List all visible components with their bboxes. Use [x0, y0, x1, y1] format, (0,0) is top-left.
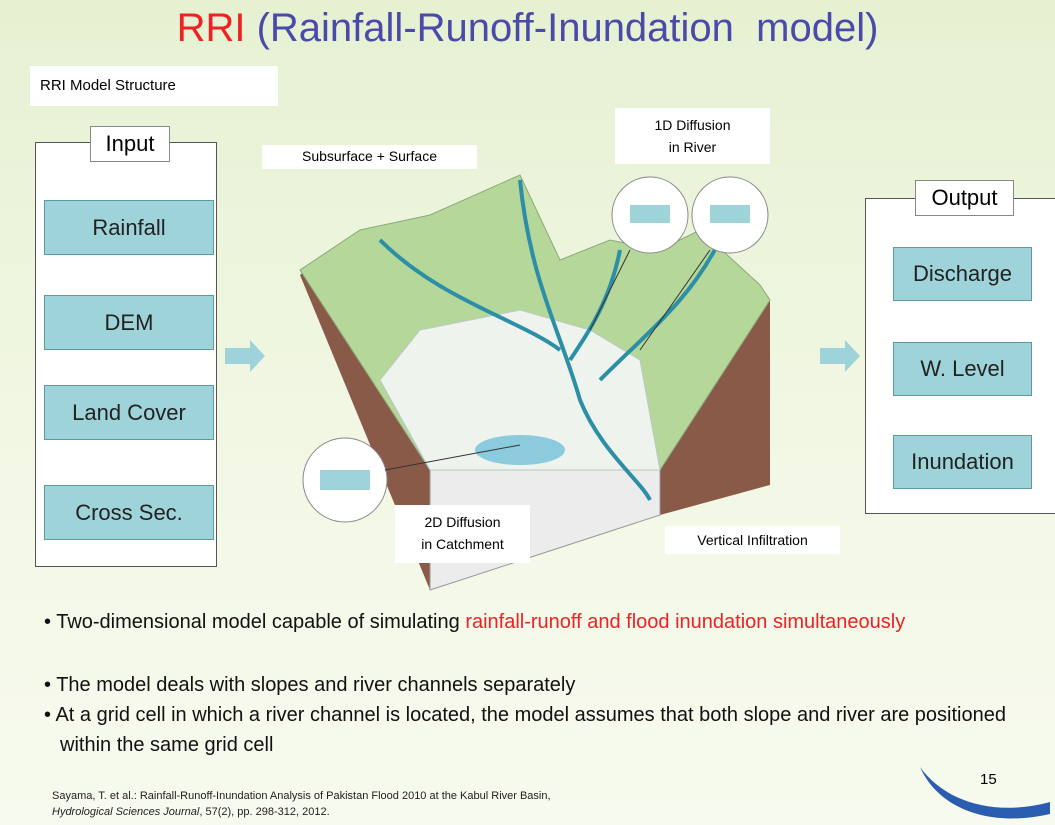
bullet-dot: •	[44, 611, 56, 633]
reference: Sayama, T. et al.: Rainfall-Runoff-Inund…	[52, 788, 551, 820]
inset-block	[630, 205, 670, 223]
output-item: Discharge	[893, 247, 1032, 301]
bullet-text: At a grid cell in which a river channel …	[55, 704, 1006, 756]
input-item: Land Cover	[44, 385, 214, 440]
page-badge: 15	[915, 762, 1055, 825]
arrow	[820, 340, 860, 372]
output-item: Inundation	[893, 435, 1032, 489]
line: 2D Diffusion	[395, 511, 530, 533]
bullet: • Two-dimensional model capable of simul…	[44, 607, 1044, 637]
input-item: DEM	[44, 295, 214, 350]
bullet-text: The model deals with slopes and river ch…	[56, 674, 575, 696]
bullet: • The model deals with slopes and river …	[44, 670, 1044, 700]
arrow	[225, 340, 265, 372]
infiltration-label: Vertical Infiltration	[665, 526, 840, 554]
bullet: • At a grid cell in which a river channe…	[44, 700, 1044, 760]
bullet-text: Two-dimensional model capable of simulat…	[56, 611, 460, 633]
inset-block	[710, 205, 750, 223]
surface-label: Subsurface + Surface	[262, 145, 477, 169]
bullet-dot: •	[44, 704, 55, 726]
ref-journal: Hydrological Sciences Journal	[52, 806, 199, 818]
inset-block	[320, 470, 370, 490]
input-item: Cross Sec.	[44, 485, 214, 540]
slide: RRI (Rainfall-Runoff-Inundation model) R…	[0, 0, 1055, 825]
ref-details: , 57(2), pp. 298-312, 2012.	[199, 806, 329, 818]
bullet-dot: •	[44, 674, 56, 696]
line: 1D Diffusion	[615, 114, 770, 136]
page-number: 15	[980, 771, 997, 788]
output-item: W. Level	[893, 342, 1032, 396]
line: in Catchment	[395, 533, 530, 555]
ref-line: Sayama, T. et al.: Rainfall-Runoff-Inund…	[52, 788, 551, 804]
bullet-highlight: rainfall-runoff and flood inundation sim…	[465, 611, 905, 633]
flood	[475, 435, 565, 465]
line: in River	[615, 136, 770, 158]
input-item: Rainfall	[44, 200, 214, 255]
